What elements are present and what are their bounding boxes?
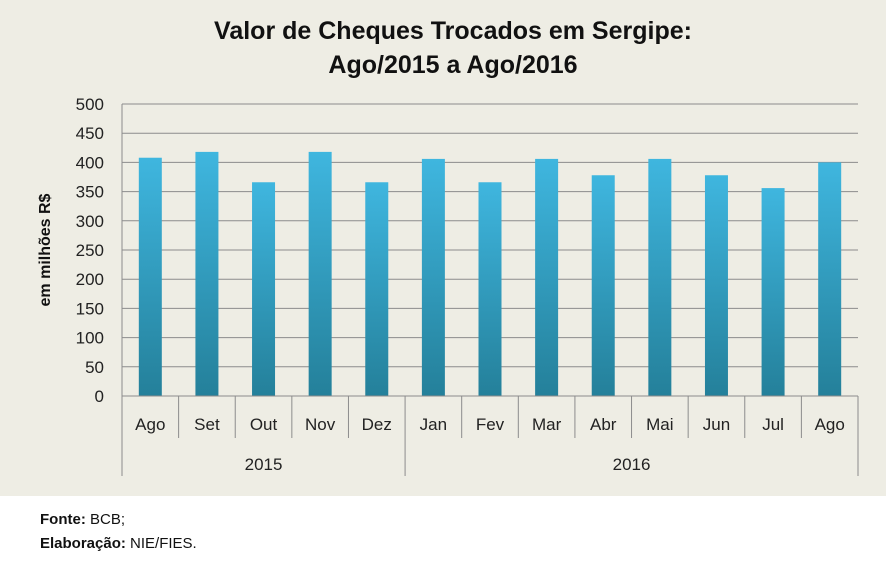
bar bbox=[478, 182, 502, 396]
bar bbox=[535, 158, 559, 396]
bar bbox=[308, 151, 332, 396]
chart-panel: Valor de Cheques Trocados em Sergipe: Ag… bbox=[0, 0, 886, 496]
bar bbox=[818, 162, 842, 396]
y-axis-label: em milhões R$ bbox=[37, 193, 54, 306]
x-tick-label: Jun bbox=[703, 415, 730, 434]
credit-label: Elaboração: bbox=[40, 535, 126, 552]
x-tick-label: Jan bbox=[420, 415, 447, 434]
x-tick-label: Jul bbox=[762, 415, 784, 434]
x-tick-label: Set bbox=[194, 415, 220, 434]
chart-title: Valor de Cheques Trocados em Sergipe: Ag… bbox=[0, 14, 886, 82]
chart-title-line-1: Valor de Cheques Trocados em Sergipe: bbox=[214, 17, 692, 45]
x-tick-label: Out bbox=[250, 415, 278, 434]
x-tick-label: Mar bbox=[532, 415, 562, 434]
x-tick-label: Ago bbox=[135, 415, 165, 434]
bar bbox=[648, 158, 672, 396]
x-tick-label: Fev bbox=[476, 415, 505, 434]
bar bbox=[195, 151, 219, 396]
x-group-label: 2015 bbox=[245, 455, 283, 474]
source-value: BCB; bbox=[90, 511, 126, 528]
y-tick-label: 0 bbox=[95, 387, 104, 406]
x-tick-label: Mai bbox=[646, 415, 673, 434]
bar bbox=[138, 157, 162, 396]
bar bbox=[421, 158, 445, 396]
credit-line: Elaboração: NIE/FIES. bbox=[40, 532, 197, 556]
y-tick-label: 300 bbox=[76, 212, 104, 231]
y-tick-label: 500 bbox=[76, 95, 104, 114]
source-notes: Fonte: BCB; Elaboração: NIE/FIES. bbox=[40, 508, 197, 556]
x-group-label: 2016 bbox=[613, 455, 651, 474]
x-tick-label: Nov bbox=[305, 415, 336, 434]
bar bbox=[591, 175, 615, 396]
x-tick-label: Dez bbox=[362, 415, 392, 434]
axes: 0 50 100 150 200 250 300 350 400 450 500 Ago Set Out N… bbox=[76, 95, 859, 476]
y-tick-label: 450 bbox=[76, 124, 104, 143]
source-line: Fonte: BCB; bbox=[40, 508, 197, 532]
y-tick-label: 200 bbox=[76, 270, 104, 289]
y-tick-label: 150 bbox=[76, 299, 104, 318]
y-tick-label: 250 bbox=[76, 241, 104, 260]
source-label: Fonte: bbox=[40, 511, 86, 528]
y-tick-label: 400 bbox=[76, 153, 104, 172]
bar bbox=[365, 182, 389, 396]
bar bbox=[704, 175, 728, 396]
chart-title-line-2: Ago/2015 a Ago/2016 bbox=[328, 51, 578, 79]
x-tick-label: Abr bbox=[590, 415, 617, 434]
y-tick-label: 350 bbox=[76, 183, 104, 202]
bar bbox=[252, 182, 276, 396]
bar bbox=[761, 188, 785, 396]
y-tick-label: 50 bbox=[85, 358, 104, 377]
x-tick-label: Ago bbox=[815, 415, 845, 434]
y-tick-label: 100 bbox=[76, 329, 104, 348]
credit-value: NIE/FIES. bbox=[130, 535, 197, 552]
bars bbox=[138, 151, 842, 396]
bar-chart: 0 50 100 150 200 250 300 350 400 450 500 Ago Set Out N… bbox=[37, 95, 859, 476]
